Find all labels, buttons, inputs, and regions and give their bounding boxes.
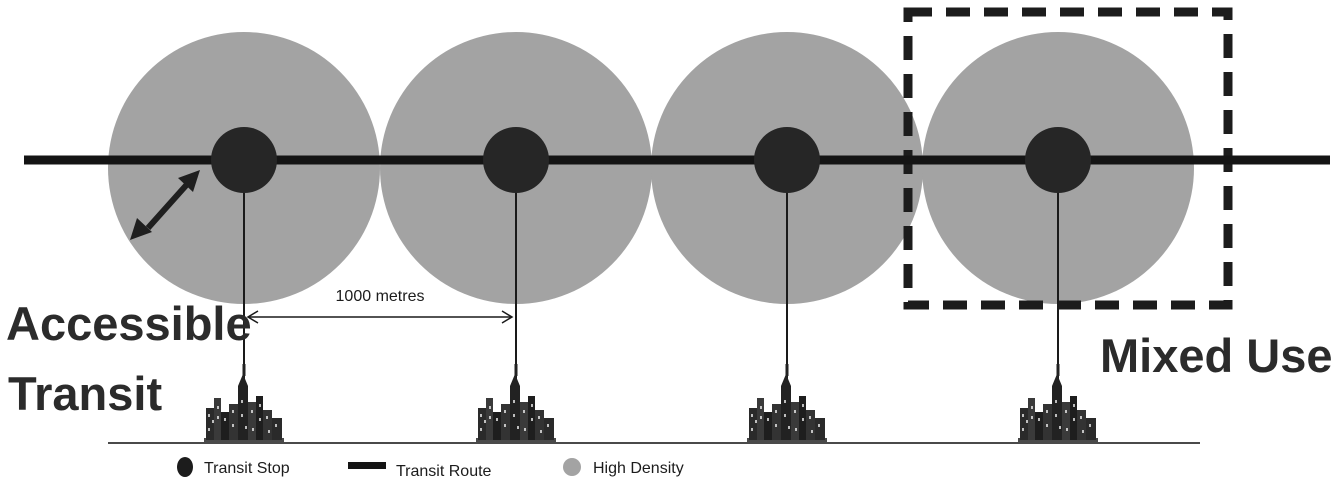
- city-skylines: [204, 364, 1098, 444]
- accessible-label: Accessible: [6, 297, 252, 350]
- city-skyline-icon: [747, 364, 827, 444]
- mixed-use-label: Mixed Use: [1100, 329, 1332, 382]
- transit-stop-2: [483, 127, 549, 193]
- transit-stop-4: [1025, 127, 1091, 193]
- transit-stop-3: [754, 127, 820, 193]
- distance-measure: 1000 metres: [246, 288, 514, 324]
- stop-connectors: [243, 160, 1059, 392]
- transit-stop-1: [211, 127, 277, 193]
- transit-stops: [211, 127, 1091, 193]
- city-skyline-icon: [1018, 364, 1098, 444]
- double-arrow-icon: [130, 170, 200, 240]
- legend-high-density: High Density: [593, 460, 684, 477]
- distance-label: 1000 metres: [336, 288, 425, 305]
- legend-transit-stop: Transit Stop: [204, 460, 290, 477]
- transit-label: Transit: [8, 367, 162, 420]
- city-skyline-icon: [476, 364, 556, 444]
- legend-stop-symbol: [177, 457, 193, 477]
- legend-density-symbol: [563, 458, 581, 476]
- legend-route-symbol: [348, 462, 386, 469]
- legend-transit-route: Transit Route: [396, 463, 492, 480]
- legend: Transit Stop Transit Route High Density: [177, 457, 684, 480]
- city-skyline-icon: [204, 364, 284, 444]
